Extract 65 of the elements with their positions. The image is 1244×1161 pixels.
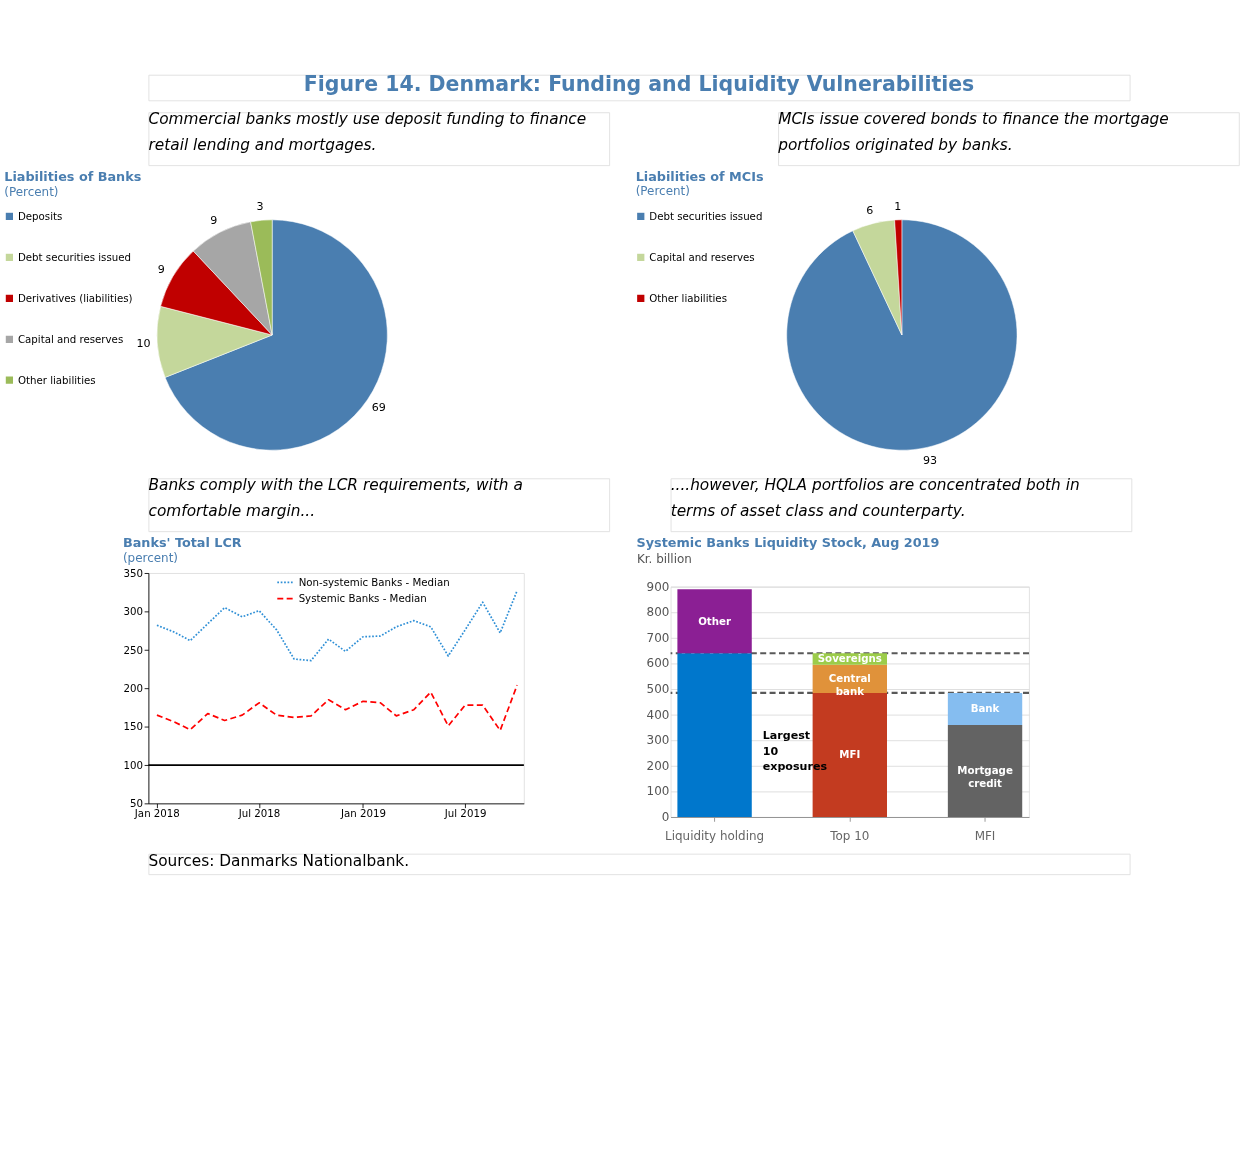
- y-tick-label: 200: [646, 758, 670, 773]
- data-label: 10: [136, 336, 151, 350]
- y-tick-label: 350: [123, 567, 143, 579]
- y-tick-label: 900: [646, 579, 670, 594]
- y-tick-label: 600: [646, 656, 670, 671]
- y-tick-label: 300: [646, 733, 670, 748]
- y-tick-label: 100: [123, 759, 143, 771]
- legend-label: Systemic Banks - Median: [298, 593, 427, 605]
- y-tick-label: 0: [661, 809, 670, 824]
- source-note: Sources: Danmarks Nationalbank.: [148, 851, 410, 870]
- data-label: 1: [894, 199, 902, 213]
- chart-subtitle: (percent): [122, 550, 178, 565]
- text: ....however, HQLA portfolios are concentrated both in terms of asset class and counterparty.: [670, 476, 1080, 521]
- chart-title: Liabilities of Banks: [4, 169, 142, 185]
- caption: Figure 14. Denmark: Funding and Liquidity Vulnerabilities: [303, 71, 975, 96]
- y-tick-label: 100: [646, 784, 670, 799]
- y-tick-label: 200: [123, 683, 143, 695]
- series-label: MFI: [839, 749, 861, 761]
- line-series: [156, 589, 518, 662]
- chart-subtitle: (Percent): [635, 184, 690, 199]
- x-tick-label: Jul 2018: [237, 808, 281, 820]
- series-label: Bank: [970, 703, 1000, 715]
- chart-title: Liabilities of MCIs: [635, 168, 764, 184]
- legend-label: Non-systemic Banks - Median: [298, 576, 450, 588]
- chart-title: Banks' Total LCR: [122, 535, 242, 551]
- series-label: Other: [698, 615, 732, 627]
- legend-label: Other liabilities: [17, 374, 96, 386]
- data-label: 93: [922, 454, 938, 468]
- legend-label: Capital and reserves: [649, 251, 755, 263]
- y-axis-title: Kr. billion: [636, 552, 692, 567]
- legend-label: Debt securities issued: [649, 210, 763, 222]
- legend-label: Other liabilities: [649, 292, 727, 304]
- y-tick-label: 250: [123, 644, 143, 656]
- pie-slice: [786, 219, 1018, 451]
- series-label: Mortgage credit: [957, 765, 1013, 790]
- chart-title: Systemic Banks Liquidity Stock, Aug 2019: [636, 535, 940, 551]
- y-tick-label: 400: [646, 707, 670, 722]
- text: Banks comply with the LCR requirements, with a comfortable margin...: [148, 476, 523, 521]
- data-label: 69: [371, 400, 386, 414]
- y-tick-label: 300: [123, 606, 143, 618]
- data-label: 3: [256, 200, 264, 214]
- legend-label: Capital and reserves: [17, 333, 124, 345]
- data-label: 9: [157, 262, 165, 276]
- legend-label: Deposits: [17, 210, 63, 222]
- data-label: 9: [210, 213, 218, 227]
- x-tick-label: Liquidity holding: [665, 828, 765, 843]
- x-tick-label: Top 10: [829, 828, 870, 843]
- x-tick-label: Jul 2019: [443, 808, 487, 820]
- x-tick-label: MFI: [974, 828, 996, 843]
- series-label: Sovereigns: [817, 653, 882, 665]
- line-series: [156, 684, 518, 732]
- legend-label: Derivatives (liabilities): [17, 292, 133, 304]
- y-tick-label: 150: [123, 721, 143, 733]
- y-tick-label: 700: [646, 630, 670, 645]
- y-tick-label: 500: [646, 681, 670, 696]
- x-tick-label: Jan 2019: [339, 808, 386, 820]
- series-label: Central bank: [828, 673, 871, 698]
- chart-subtitle: (Percent): [4, 184, 59, 199]
- x-tick-label: Jan 2018: [133, 808, 180, 820]
- legend-label: Debt securities issued: [17, 251, 132, 263]
- y-tick-label: 50: [129, 798, 143, 810]
- y-tick-label: 800: [646, 605, 670, 620]
- data-label: 6: [866, 203, 874, 217]
- text: Commercial banks mostly use deposit funding to finance retail lending and mortgages.: [148, 110, 587, 155]
- text: MCIs issue covered bonds to finance the mortgage portfolios originated by banks.: [777, 110, 1169, 155]
